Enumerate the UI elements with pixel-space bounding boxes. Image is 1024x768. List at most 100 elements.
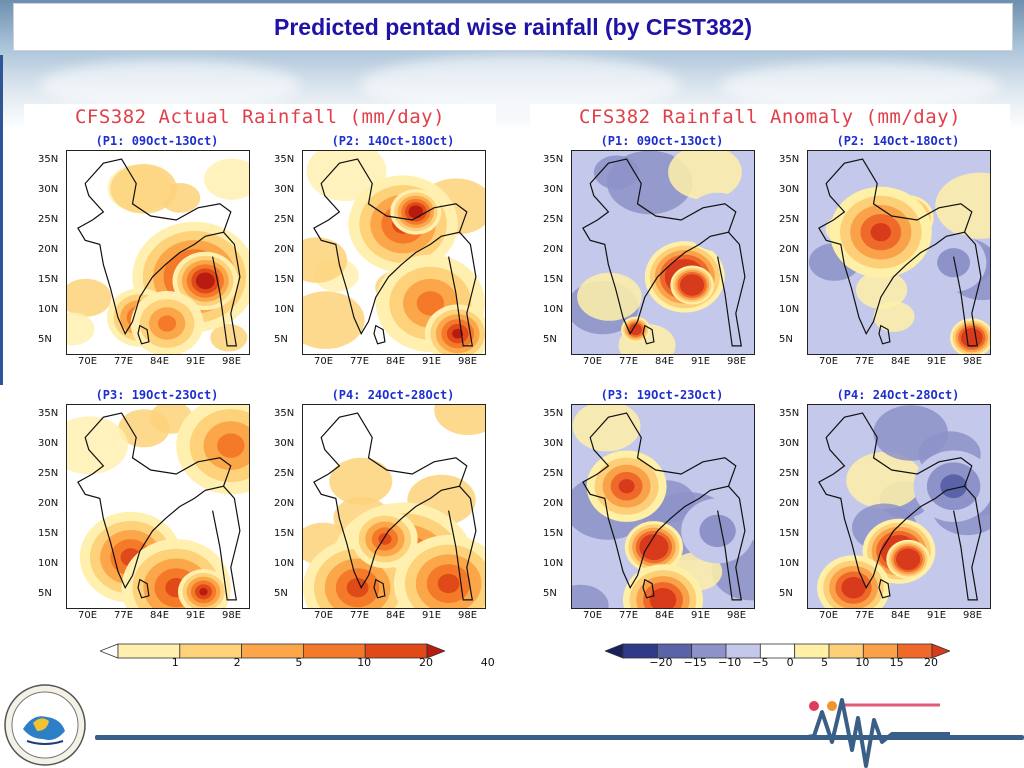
x-tick-label: 84E	[150, 356, 170, 367]
y-tick-label: 35N	[543, 408, 564, 419]
y-tick-label: 15N	[543, 528, 564, 539]
x-tick-label: 77E	[855, 610, 875, 621]
y-tick-label: 10N	[38, 304, 59, 315]
y-tick-label: 10N	[38, 558, 59, 569]
y-tick-label: 25N	[38, 214, 59, 225]
y-tick-label: 5N	[274, 334, 288, 345]
x-tick-label: 84E	[150, 610, 170, 621]
x-tick-label: 98E	[727, 610, 747, 621]
y-tick-label: 20N	[274, 244, 295, 255]
y-tick-label: 15N	[274, 528, 295, 539]
x-tick-label: 77E	[619, 610, 639, 621]
y-tick-label: 35N	[543, 154, 564, 165]
y-tick-label: 5N	[274, 588, 288, 599]
y-tick-label: 30N	[38, 184, 59, 195]
x-tick-label: 77E	[855, 356, 875, 367]
actual-map-3	[66, 404, 250, 609]
wave-mark-icon	[800, 698, 950, 768]
y-tick-label: 30N	[38, 438, 59, 449]
y-tick-label: 5N	[779, 588, 793, 599]
actual-map-4	[302, 404, 486, 609]
x-tick-label: 77E	[114, 356, 134, 367]
x-tick-label: 98E	[222, 356, 242, 367]
slide-title: Predicted pentad wise rainfall (by CFST3…	[273, 13, 752, 40]
y-tick-label: 15N	[274, 274, 295, 285]
actual-panel-label: (P3: 19Oct-23Oct)	[95, 388, 219, 402]
y-tick-label: 30N	[543, 184, 564, 195]
y-tick-label: 25N	[38, 468, 59, 479]
colorbar-tick-label: 5	[821, 656, 828, 669]
x-tick-label: 91E	[927, 610, 947, 621]
x-tick-label: 70E	[819, 610, 839, 621]
x-tick-label: 98E	[963, 356, 983, 367]
anomaly-panel-label: (P4: 24Oct-28Oct)	[836, 388, 960, 402]
colorbar-tick-label: 1	[171, 656, 179, 669]
y-tick-label: 15N	[38, 274, 59, 285]
x-tick-label: 91E	[186, 610, 206, 621]
colorbar-tick-label: 0	[786, 656, 794, 669]
anomaly-map-1	[571, 150, 755, 355]
anomaly-map-4	[807, 404, 991, 609]
y-tick-label: 30N	[779, 184, 800, 195]
y-tick-label: 25N	[274, 214, 295, 225]
colorbar-tick-label: 2	[233, 656, 241, 669]
imd-seal-icon	[4, 684, 86, 766]
y-tick-label: 35N	[274, 154, 295, 165]
x-tick-label: 77E	[619, 356, 639, 367]
y-tick-label: 10N	[543, 558, 564, 569]
colorbar-tick-label: 10	[855, 656, 870, 669]
y-tick-label: 5N	[779, 334, 793, 345]
x-tick-label: 98E	[458, 356, 478, 367]
y-tick-label: 20N	[274, 498, 295, 509]
actual-panel-label: (P2: 14Oct-18Oct)	[331, 134, 455, 148]
y-tick-label: 5N	[543, 588, 557, 599]
colorbar-tick-label: 10	[357, 656, 372, 669]
colorbar-tick-label: 20	[419, 656, 433, 669]
y-tick-label: 10N	[779, 304, 800, 315]
anomaly-map-2	[807, 150, 991, 355]
anomaly-title: CFS382 Rainfall Anomaly (mm/day)	[578, 106, 962, 128]
y-tick-label: 30N	[274, 438, 295, 449]
anomaly-colorbar	[605, 643, 950, 659]
x-tick-label: 84E	[655, 610, 675, 621]
actual-panel-label: (P1: 09Oct-13Oct)	[95, 134, 219, 148]
x-tick-label: 77E	[114, 610, 134, 621]
x-tick-label: 91E	[186, 356, 206, 367]
anomaly-panel-label: (P2: 14Oct-18Oct)	[836, 134, 960, 148]
x-tick-label: 91E	[927, 356, 947, 367]
x-tick-label: 70E	[583, 610, 603, 621]
y-tick-label: 15N	[779, 528, 800, 539]
y-tick-label: 20N	[38, 244, 59, 255]
y-tick-label: 25N	[779, 214, 800, 225]
x-tick-label: 84E	[891, 356, 911, 367]
y-tick-label: 15N	[38, 528, 59, 539]
colorbar-tick-label: −20	[649, 656, 673, 669]
colorbar-tick-label: 40	[480, 656, 495, 669]
y-tick-label: 35N	[779, 154, 800, 165]
x-tick-label: 77E	[350, 356, 370, 367]
x-tick-label: 91E	[691, 610, 711, 621]
y-tick-label: 5N	[38, 588, 52, 599]
y-tick-label: 25N	[274, 468, 295, 479]
x-tick-label: 70E	[78, 356, 98, 367]
y-tick-label: 10N	[543, 304, 564, 315]
y-tick-label: 35N	[274, 408, 295, 419]
anomaly-map-3	[571, 404, 755, 609]
y-tick-label: 25N	[543, 214, 564, 225]
x-tick-label: 98E	[222, 610, 242, 621]
y-tick-label: 25N	[543, 468, 564, 479]
y-tick-label: 30N	[274, 184, 295, 195]
y-tick-label: 15N	[779, 274, 800, 285]
y-tick-label: 25N	[779, 468, 800, 479]
x-tick-label: 77E	[350, 610, 370, 621]
y-tick-label: 15N	[543, 274, 564, 285]
x-tick-label: 70E	[583, 356, 603, 367]
actual-map-1	[66, 150, 250, 355]
x-tick-label: 70E	[314, 610, 334, 621]
y-tick-label: 20N	[779, 498, 800, 509]
y-tick-label: 10N	[274, 558, 295, 569]
x-tick-label: 84E	[386, 356, 406, 367]
colorbar-tick-label: −10	[718, 656, 742, 669]
x-tick-label: 70E	[819, 356, 839, 367]
x-tick-label: 84E	[386, 610, 406, 621]
